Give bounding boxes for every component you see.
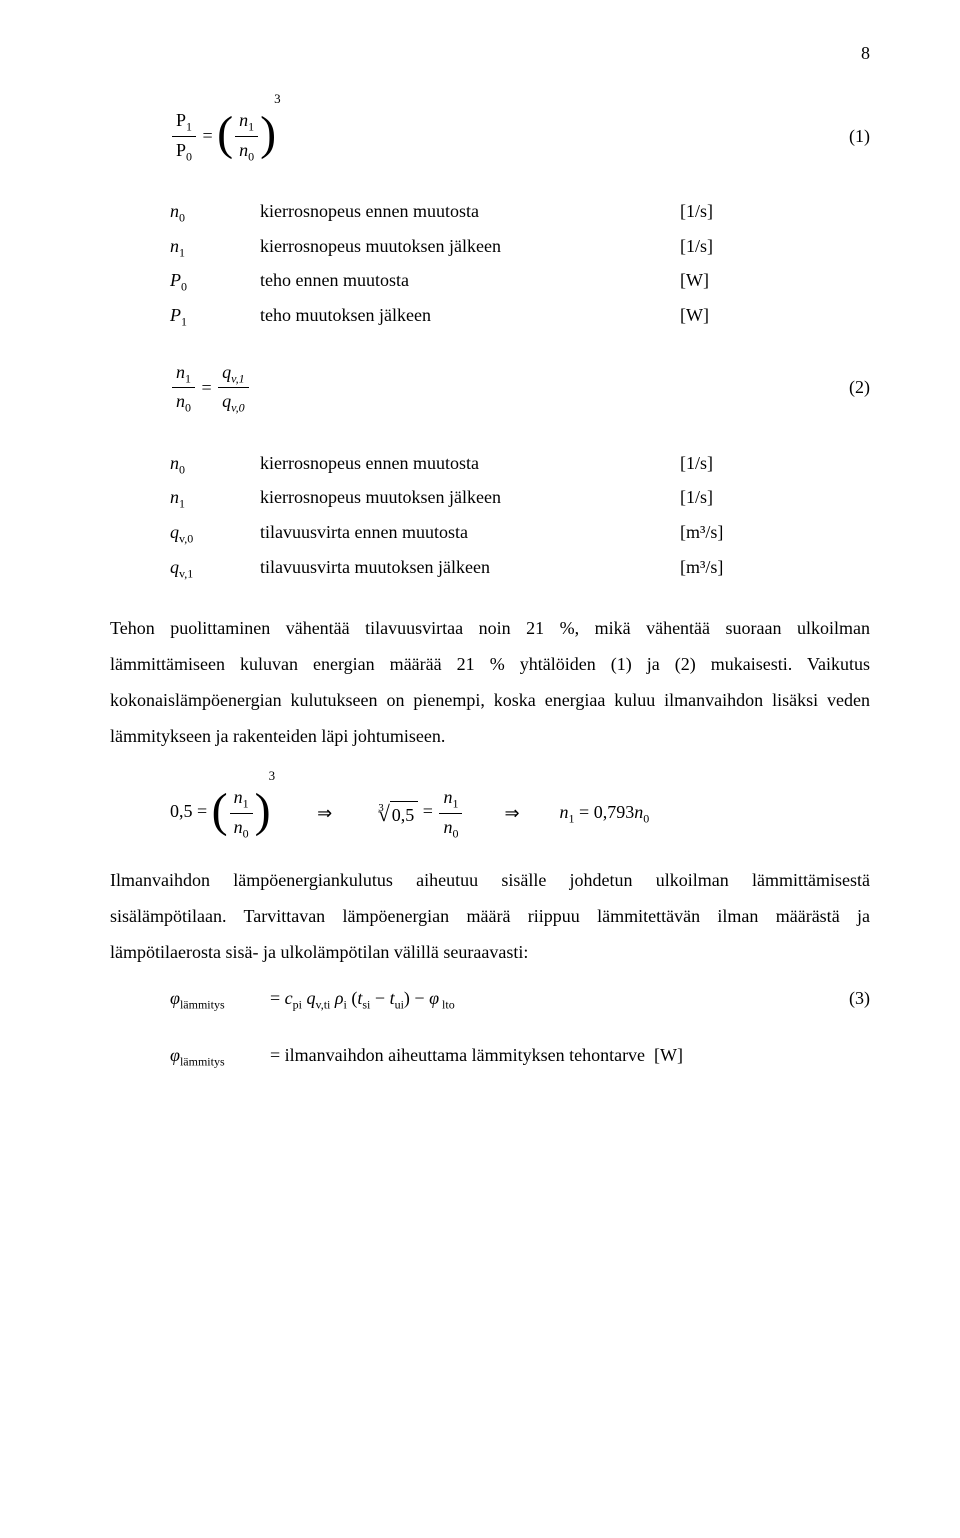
definition-row: qv,1tilavuusvirta muutoksen jälkeen[m³/s… [170, 551, 770, 586]
page-number: 8 [110, 40, 870, 67]
definition-row: P1teho muutoksen jälkeen[W] [170, 299, 770, 334]
definition-row: n0kierrosnopeus ennen muutosta[1/s] [170, 195, 770, 230]
equation-chain: 0,5 = ( n1 n0 )3 ⇒ 3√0,5 = n1 n0 ⇒ n1 = … [170, 784, 870, 842]
equation-2-label: (2) [849, 374, 870, 401]
definition-phi-lammitys: φlämmitys = ilmanvaihdon aiheuttama lämm… [170, 1039, 870, 1073]
definition-row: qv,0tilavuusvirta ennen muutosta[m³/s] [170, 516, 770, 551]
equation-3: φlämmitys = cpi qv,ti ρi (tsi − tui) − φ… [170, 985, 870, 1014]
definition-row: n1kierrosnopeus muutoksen jälkeen[1/s] [170, 230, 770, 265]
equation-3-label: (3) [849, 985, 870, 1012]
definition-row: n0kierrosnopeus ennen muutosta[1/s] [170, 447, 770, 482]
definition-row: P0teho ennen muutosta[W] [170, 264, 770, 299]
definition-row: n1kierrosnopeus muutoksen jälkeen[1/s] [170, 481, 770, 516]
definitions-1: n0kierrosnopeus ennen muutosta[1/s]n1kie… [170, 195, 770, 333]
equation-1-label: (1) [849, 123, 870, 150]
equation-2: n1 n0 = qv,1 qv,0 (2) [110, 359, 870, 417]
paragraph-1: Tehon puolittaminen vähentää tilavuusvir… [110, 610, 870, 754]
definitions-2: n0kierrosnopeus ennen muutosta[1/s]n1kie… [170, 447, 770, 585]
paragraph-2: Ilmanvaihdon lämpöenergiankulutus aiheut… [110, 862, 870, 970]
equation-1: P1 P0 = ( n1 n0 )3 (1) [110, 107, 870, 165]
